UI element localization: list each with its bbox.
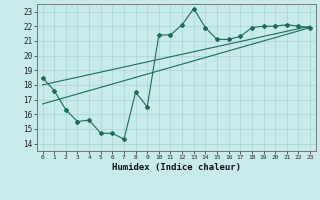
X-axis label: Humidex (Indice chaleur): Humidex (Indice chaleur) — [112, 163, 241, 172]
